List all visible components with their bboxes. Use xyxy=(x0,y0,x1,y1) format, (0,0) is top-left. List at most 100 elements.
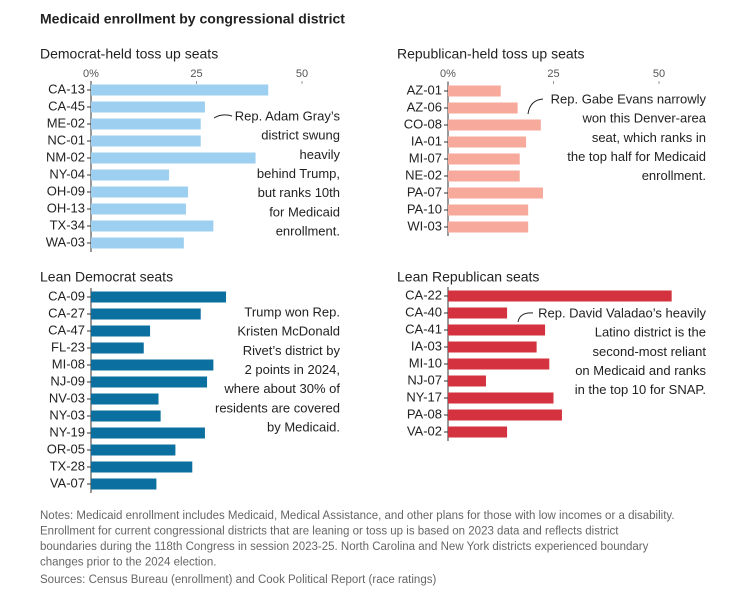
x-tick-label: 50 xyxy=(653,68,665,80)
bar xyxy=(91,118,201,130)
category-label: PA-07 xyxy=(407,184,442,199)
bar xyxy=(91,84,269,96)
bar xyxy=(91,359,214,371)
x-tick-label: 25 xyxy=(547,68,559,80)
bar xyxy=(448,341,537,353)
annotation: 2 points in 2024, xyxy=(245,362,340,377)
bar xyxy=(448,102,518,114)
annotation: second-most reliant xyxy=(593,344,707,359)
annotation: residents are covered xyxy=(215,400,340,415)
annotation: Rep. Gabe Evans narrowly xyxy=(551,91,707,106)
bar xyxy=(91,237,184,249)
category-label: OR-05 xyxy=(47,441,85,456)
annotation: enrollment. xyxy=(276,224,340,239)
bar xyxy=(448,358,550,370)
bar xyxy=(448,85,501,97)
sources: Sources: Census Bureau (enrollment) and … xyxy=(40,574,436,586)
note: changes prior to the 2024 election. xyxy=(40,557,216,569)
category-label: NV-03 xyxy=(49,390,85,405)
annotation: enrollment. xyxy=(642,168,706,183)
category-label: CO-08 xyxy=(404,116,442,131)
bar xyxy=(448,187,543,199)
category-label: CA-40 xyxy=(405,304,442,319)
category-label: MI-07 xyxy=(409,150,442,165)
annotation: by Medicaid. xyxy=(267,420,340,435)
category-label: WI-03 xyxy=(407,218,442,233)
bar xyxy=(91,186,189,198)
annotation: but ranks 10th xyxy=(258,185,340,200)
annotation: on Medicaid and ranks xyxy=(575,363,706,378)
category-label: CA-41 xyxy=(405,321,442,336)
bar xyxy=(91,101,205,113)
category-label: ME-02 xyxy=(47,115,85,130)
category-label: IA-03 xyxy=(411,338,442,353)
bar xyxy=(91,393,159,405)
category-label: OH-09 xyxy=(47,183,85,198)
bar xyxy=(91,461,193,473)
bar xyxy=(91,203,186,215)
category-label: NE-02 xyxy=(405,167,442,182)
category-label: TX-34 xyxy=(50,217,85,232)
annotation: for Medicaid xyxy=(269,204,340,219)
category-label: MI-08 xyxy=(52,356,85,371)
bar xyxy=(448,324,546,336)
category-label: CA-47 xyxy=(48,322,85,337)
annotation: where about 30% of xyxy=(223,381,340,396)
note: boundaries during the 118th Congress in … xyxy=(40,541,649,553)
category-label: CA-27 xyxy=(48,305,85,320)
annotation: Trump won Rep. xyxy=(244,304,340,319)
annotation: the top half for Medicaid xyxy=(567,149,706,164)
bar xyxy=(448,221,529,233)
chart-title: Medicaid enrollment by congressional dis… xyxy=(40,11,345,27)
category-label: OH-13 xyxy=(47,200,85,215)
category-label: CA-45 xyxy=(48,98,85,113)
category-label: NY-04 xyxy=(49,166,85,181)
panel-title: Democrat-held toss up seats xyxy=(40,46,218,62)
category-label: NM-02 xyxy=(46,149,85,164)
category-label: AZ-06 xyxy=(407,99,442,114)
bar xyxy=(91,427,205,439)
category-label: CA-22 xyxy=(405,287,442,302)
bar xyxy=(91,444,176,456)
category-label: NJ-07 xyxy=(407,372,442,387)
annotation: Rivet’s district by xyxy=(243,343,341,358)
category-label: NJ-09 xyxy=(50,373,85,388)
panel-title: Republican-held toss up seats xyxy=(397,46,585,62)
bar xyxy=(91,376,208,388)
category-label: VA-07 xyxy=(50,475,85,490)
category-label: NY-17 xyxy=(406,389,442,404)
bar xyxy=(448,170,520,182)
bar xyxy=(91,410,161,422)
annotation: won this Denver-area xyxy=(581,111,706,126)
bar xyxy=(448,153,520,165)
annotation: seat, which ranks in xyxy=(592,130,706,145)
bar xyxy=(91,152,256,164)
category-label: NY-19 xyxy=(49,424,85,439)
annotation: Rep. David Valadao’s heavily xyxy=(538,305,706,320)
category-label: FL-23 xyxy=(51,339,85,354)
category-label: CA-13 xyxy=(48,81,85,96)
annotation: Latino district is the xyxy=(595,325,706,340)
annotation-arrow xyxy=(527,98,544,115)
bar xyxy=(91,220,214,232)
annotation-arrow xyxy=(517,312,534,323)
bar xyxy=(91,291,227,303)
category-label: VA-02 xyxy=(407,423,442,438)
category-label: PA-10 xyxy=(407,201,442,216)
bar xyxy=(448,290,672,302)
category-label: IA-01 xyxy=(411,133,442,148)
category-label: CA-09 xyxy=(48,288,85,303)
category-label: NY-03 xyxy=(49,407,85,422)
bar xyxy=(91,169,170,181)
annotation: Kristen McDonald xyxy=(237,324,340,339)
bar xyxy=(448,392,554,404)
category-label: WA-03 xyxy=(46,234,85,249)
x-tick-label: 0% xyxy=(440,68,456,80)
annotation: district swung xyxy=(261,128,340,143)
bar xyxy=(448,119,541,131)
bar xyxy=(91,478,157,490)
category-label: PA-08 xyxy=(407,406,442,421)
bar xyxy=(91,308,201,320)
note: Notes: Medicaid enrollment includes Medi… xyxy=(40,510,675,522)
